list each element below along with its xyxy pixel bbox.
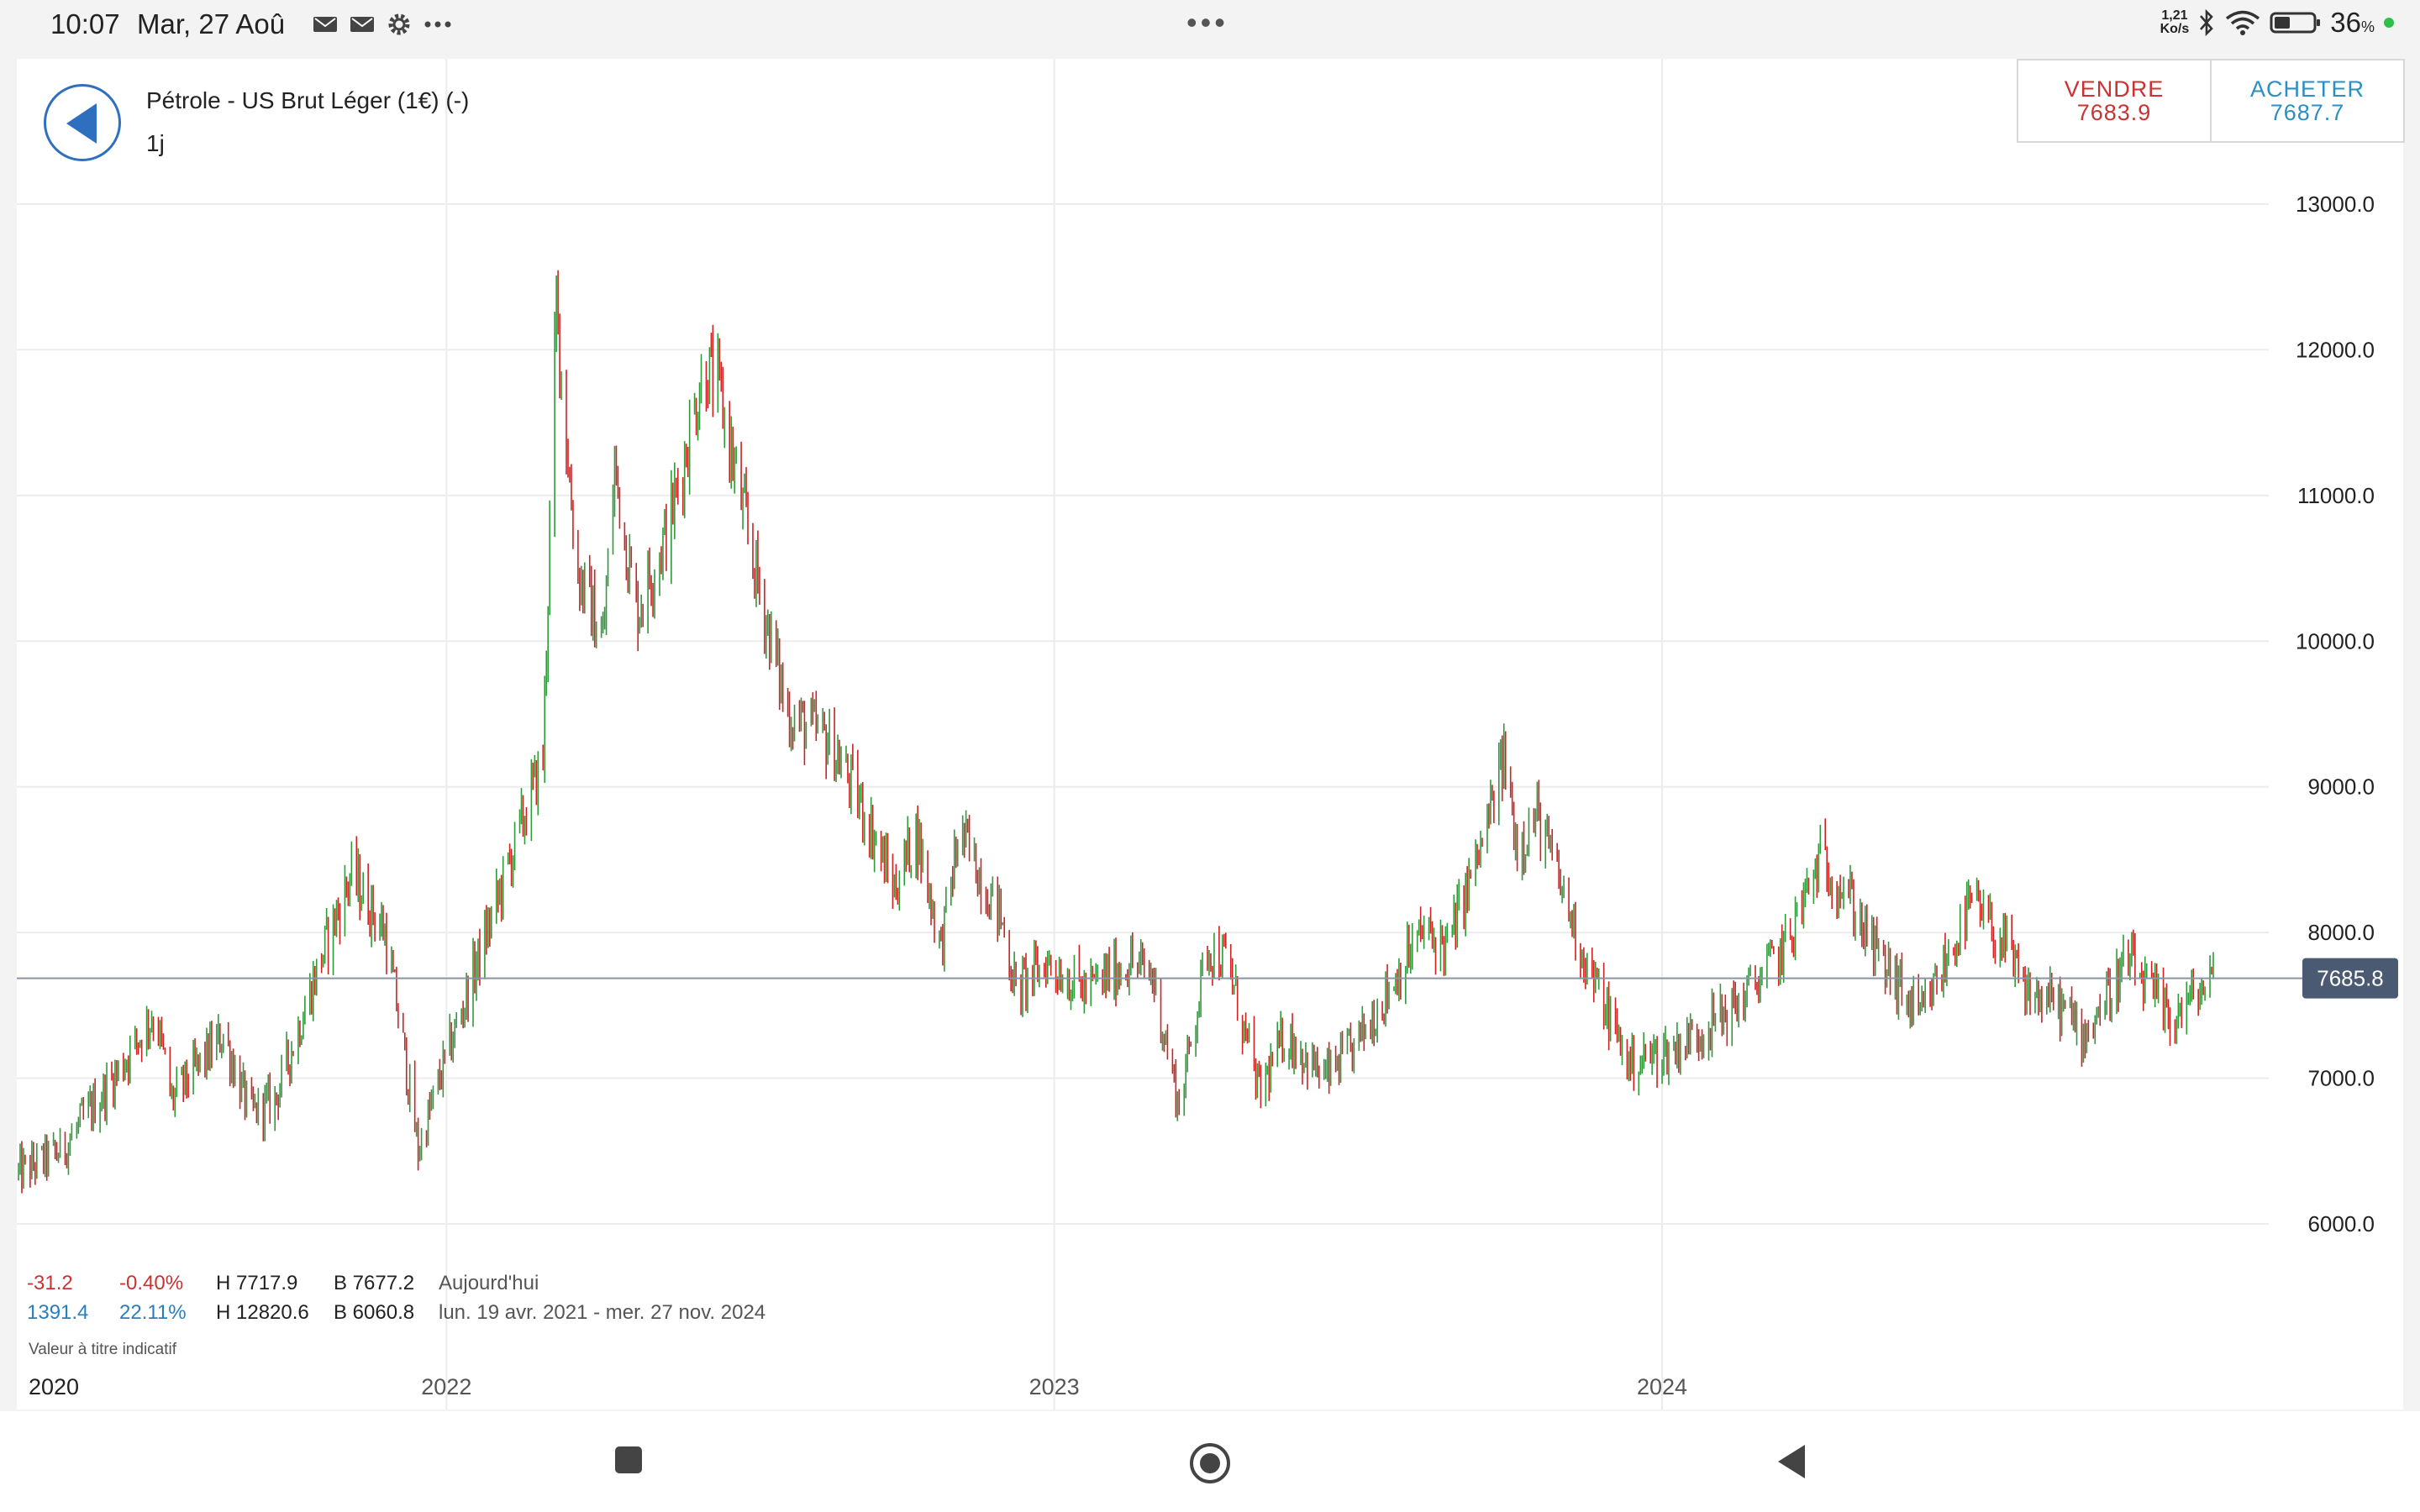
status-bar: 10:07 Mar, 27 Aoû ••• 1,21 Ko/s 36% [0,0,2420,52]
sell-label: VENDRE [2064,76,2165,102]
navigation-bar [0,1411,2420,1512]
range-label: lun. 19 avr. 2021 - mer. 27 nov. 2024 [439,1301,766,1324]
status-date: Mar, 27 Aoû [137,8,286,39]
y-axis: 13000.0 12000.0 11000.0 10000.0 9000.0 8000.0… [2296,192,2375,1236]
status-time: 10:07 [50,8,120,39]
x-tick-label: 2022 [421,1374,471,1399]
mail-notification-icon [313,17,337,32]
network-rate-value: 1,21 [2161,8,2188,23]
sell-price: 7683.9 [2076,100,2152,125]
chart-period[interactable]: 1j [146,130,165,156]
back-arrow-icon [66,103,97,144]
today-change: -31.2 [27,1272,73,1294]
candlestick-series [18,270,2214,1194]
home-icon[interactable] [1188,1441,1232,1485]
stats-range-row: 1391.4 22.11% H 12820.6 B 6060.8 lun. 19… [27,1301,765,1331]
settings-icon [388,13,410,35]
network-rate-unit: Ko/s [2160,22,2190,36]
y-tick-label: 12000.0 [2296,337,2375,362]
stats-panel: -31.2 -0.40% H 7717.9 B 7677.2 Aujourd'h… [27,1272,765,1331]
back-nav-icon[interactable] [1775,1443,1808,1480]
today-label: Aujourd'hui [439,1272,539,1294]
battery-ok-dot-icon [2384,18,2394,28]
battery-icon [2270,12,2321,34]
network-rate: 1,21 Ko/s [2160,9,2190,36]
current-price: 7685.8 [17,958,2398,999]
range-low: B 6060.8 [334,1301,415,1324]
y-tick-label: 6000.0 [2307,1211,2375,1236]
indicative-note: Valeur à titre indicatif [29,1341,177,1358]
y-tick-label: 9000.0 [2307,774,2375,800]
buy-button[interactable]: ACHETER 7687.7 [2212,60,2403,141]
y-tick-label: 8000.0 [2307,920,2375,945]
today-high: H 7717.9 [216,1272,298,1294]
chart-panel [17,59,2403,1410]
recent-apps-icon[interactable] [613,1445,644,1475]
x-tick-label: 2023 [1029,1374,1080,1399]
battery-unit: % [2360,18,2375,35]
range-change-pct: 22.11% [119,1301,187,1324]
x-axis: 2020 2022 2023 2024 [29,1374,1687,1399]
status-system-icons: 1,21 Ko/s 36% [2160,7,2395,39]
battery-value: 36 [2330,7,2361,38]
multitask-dots-icon[interactable]: ••• [1186,5,1228,39]
more-icon [424,21,451,28]
y-tick-label: 13000.0 [2296,192,2375,217]
x-tick-label: 2020 [29,1374,79,1399]
today-low: B 7677.2 [334,1272,415,1294]
current-price-tag [2302,958,2398,999]
range-change: 1391.4 [27,1301,89,1324]
today-change-pct: -0.40% [119,1272,184,1294]
y-tick-label: 11000.0 [2297,483,2375,508]
mail-notification-icon [350,17,374,32]
buy-label: ACHETER [2249,76,2365,102]
bluetooth-icon [2200,8,2214,37]
price-chart[interactable]: 13000.0 12000.0 11000.0 10000.0 9000.0 8000.0… [0,0,2420,1411]
instrument-title: Pétrole - US Brut Léger (1€) (-) [146,87,470,113]
current-price-label: 7685.8 [2317,966,2384,991]
chart-grid [17,59,2269,1410]
stats-today-row: -31.2 -0.40% H 7717.9 B 7677.2 Aujourd'h… [27,1272,765,1301]
x-tick-label: 2024 [1637,1374,1687,1399]
wifi-icon [2226,10,2260,35]
y-tick-label: 10000.0 [2296,628,2375,654]
back-button[interactable] [44,84,121,161]
range-high: H 12820.6 [216,1301,309,1324]
battery-percent: 36% [2330,7,2375,39]
trade-buttons: VENDRE 7683.9 ACHETER 7687.7 [2017,59,2405,143]
buy-price: 7687.7 [2270,100,2345,125]
y-tick-label: 7000.0 [2307,1066,2375,1091]
status-notification-icons [313,12,452,37]
sell-button[interactable]: VENDRE 7683.9 [2018,60,2212,141]
